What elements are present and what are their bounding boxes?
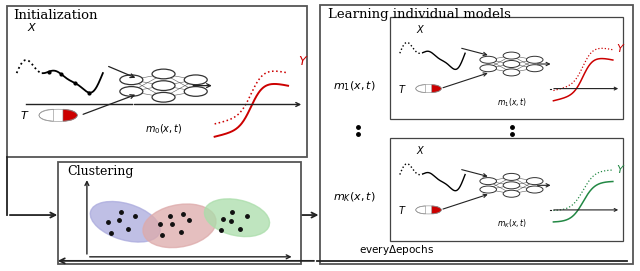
Text: $m_0(x,t)$: $m_0(x,t)$	[145, 122, 182, 136]
Ellipse shape	[90, 202, 160, 242]
Bar	[426, 85, 432, 93]
Circle shape	[526, 186, 543, 193]
Bar	[426, 206, 432, 214]
FancyBboxPatch shape	[390, 17, 623, 119]
Circle shape	[184, 75, 207, 85]
Circle shape	[503, 69, 520, 76]
Circle shape	[503, 190, 520, 197]
FancyBboxPatch shape	[7, 6, 307, 157]
Circle shape	[120, 75, 143, 85]
Circle shape	[503, 52, 520, 59]
Text: $X$: $X$	[28, 21, 38, 33]
Circle shape	[480, 56, 497, 63]
Text: $T$: $T$	[398, 204, 406, 216]
FancyBboxPatch shape	[320, 5, 633, 264]
Wedge shape	[39, 109, 53, 121]
FancyBboxPatch shape	[390, 138, 623, 241]
Text: Clustering: Clustering	[68, 165, 134, 178]
Text: $Y$: $Y$	[616, 42, 626, 54]
FancyBboxPatch shape	[58, 162, 301, 264]
Circle shape	[152, 81, 175, 91]
Circle shape	[503, 173, 520, 180]
Circle shape	[480, 178, 497, 185]
Text: $T$: $T$	[20, 109, 29, 121]
Circle shape	[184, 87, 207, 96]
Text: $Y$: $Y$	[298, 55, 308, 68]
Text: every$\Delta$epochs: every$\Delta$epochs	[359, 243, 434, 257]
Wedge shape	[63, 109, 77, 121]
Text: $Y$: $Y$	[616, 163, 626, 175]
Circle shape	[503, 182, 520, 189]
Circle shape	[152, 69, 175, 79]
Circle shape	[526, 65, 543, 72]
Circle shape	[152, 92, 175, 102]
Circle shape	[503, 60, 520, 67]
Wedge shape	[416, 85, 426, 93]
Text: $m_1(x,t)$: $m_1(x,t)$	[333, 79, 375, 93]
Text: $X$: $X$	[416, 23, 426, 35]
Circle shape	[480, 65, 497, 72]
Text: $m_K(x,t)$: $m_K(x,t)$	[497, 218, 527, 230]
Wedge shape	[432, 85, 442, 93]
Bar	[53, 109, 63, 121]
Circle shape	[526, 178, 543, 185]
Text: $m_1(x,t)$: $m_1(x,t)$	[497, 96, 526, 109]
Circle shape	[120, 87, 143, 96]
Circle shape	[480, 186, 497, 193]
Ellipse shape	[204, 199, 269, 237]
Text: Initialization: Initialization	[13, 9, 98, 22]
Ellipse shape	[143, 204, 216, 248]
Wedge shape	[416, 206, 426, 214]
Text: $X$: $X$	[416, 144, 426, 156]
Wedge shape	[432, 206, 442, 214]
Circle shape	[526, 56, 543, 63]
Text: $m_K(x,t)$: $m_K(x,t)$	[333, 191, 376, 204]
Text: $T$: $T$	[398, 83, 406, 95]
Text: Learning individual models: Learning individual models	[328, 8, 511, 21]
